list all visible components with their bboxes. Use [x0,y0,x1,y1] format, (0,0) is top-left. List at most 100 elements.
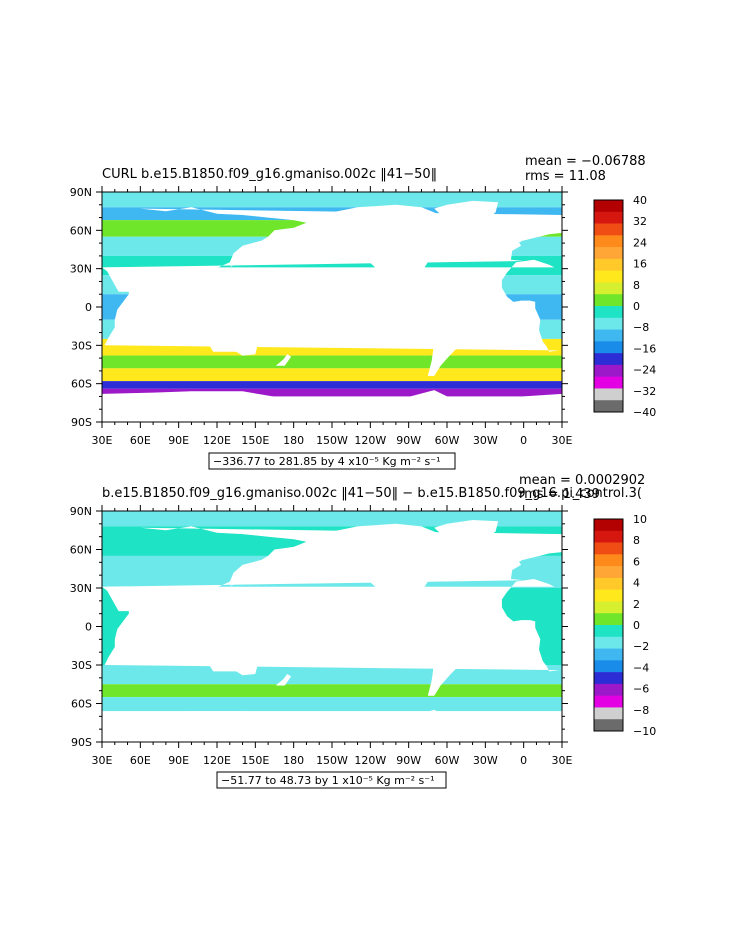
colorbar-swatch [594,613,623,626]
colorbar-label: −2 [633,640,649,653]
ocean-band [102,381,562,389]
land-africa [102,259,562,352]
colorbar-swatch [594,400,623,413]
colorbar-label: −4 [633,661,649,674]
colorbar-swatch [594,589,623,602]
colorbar-label: 8 [633,534,640,547]
colorbar-swatch [594,211,623,224]
colorbar-swatch [594,258,623,271]
land-borneo [202,298,216,313]
colorbar-swatch [594,223,623,236]
x-tick-label: 150W [316,434,348,447]
colorbar-swatch [594,695,623,708]
chart-title: b.e15.B1850.f09_g16.gmaniso.002c ‖41−50‖… [102,486,642,501]
colorbar-swatch [594,707,623,720]
ocean-band [102,368,562,382]
colorbar-swatch [594,554,623,567]
x-tick-label: 120W [354,434,386,447]
land-masses [102,200,562,422]
colorbar-frame [593,199,624,413]
ocean-band [102,697,562,712]
x-tick-label: 150E [241,754,269,767]
x-tick-label: 0 [520,754,527,767]
land-australia [209,640,260,676]
colorbar-swatch [594,542,623,555]
colorbar-swatch [594,577,623,590]
colorbar-swatch [594,625,623,638]
land-new-zealand [275,354,292,366]
land-masses [102,520,562,742]
x-tick-label: 90W [396,754,421,767]
x-tick-label: 30E [552,434,573,447]
colorbar-swatch [594,566,623,579]
y-tick-label: 90N [70,505,92,518]
land-japan [229,572,246,587]
contour-info: −51.77 to 48.73 by 1 x10⁻⁵ Kg m⁻² s⁻¹ [221,774,435,787]
x-tick-label: 120W [354,754,386,767]
colorbar-swatch [594,317,623,330]
mean-stat: mean = −0.06788 [525,154,646,169]
x-tick-label: 150W [316,754,348,767]
colorbar-label: 0 [633,300,640,313]
colorbar-swatch [594,329,623,342]
contour-info-box [216,771,447,789]
colorbar-swatch [594,200,623,213]
colorbar-label: 2 [633,598,640,611]
curl-map-chart: CURL b.e15.B1850.f09_g16.gmaniso.002c ‖4… [70,154,656,470]
land-eurasia [102,526,562,624]
x-tick-label: 180 [283,434,304,447]
colorbar-swatch [594,648,623,661]
x-tick-label: 30W [473,434,498,447]
y-axis-ticks: 90N 60N 30N 0 30S 60S 90S [70,186,568,429]
colorbar-label: −24 [633,364,656,377]
chart-title: CURL b.e15.B1850.f09_g16.gmaniso.002c ‖4… [102,167,437,182]
y-tick-label: 0 [85,621,92,634]
colorbar-swatch [594,282,623,295]
land-new-zealand [275,674,292,686]
colorbar-swatch [594,270,623,283]
land-uk [513,232,523,244]
x-tick-label: 60W [435,754,460,767]
y-tick-label: 90S [71,736,92,749]
colorbar-swatch [594,364,623,377]
ocean-band [102,684,562,698]
colorbar-label: 8 [633,279,640,292]
rms-stat: rms = 11.08 [525,169,606,184]
contour-info: −336.77 to 281.85 by 4 x10⁻⁵ Kg m⁻² s⁻¹ [213,455,441,468]
colorbar-swatch [594,719,623,732]
colorbar-swatch [594,341,623,354]
land-antarctica [102,390,562,422]
ocean-band [102,388,562,397]
colorbar-label: 4 [633,577,640,590]
land-borneo [202,617,216,632]
y-tick-label: 30N [70,582,92,595]
land-new-guinea [231,627,256,640]
colorbar-label: −40 [633,406,656,419]
x-tick-label: 150E [241,434,269,447]
land-madagascar [119,326,128,339]
colorbar-label: 40 [633,194,647,207]
colorbar-swatch [594,601,623,614]
x-tick-label: 90E [168,434,189,447]
ocean-band [102,355,562,369]
x-tick-label: 0 [520,434,527,447]
land-japan [229,253,246,268]
colorbar-label: 16 [633,258,647,271]
colorbar-swatch [594,247,623,260]
land-uk [513,552,523,563]
land-antarctica [102,709,562,742]
colorbar-swatch [594,683,623,696]
colorbar-swatch [594,660,623,673]
x-tick-label: 60W [435,434,460,447]
y-axis-ticks: 90N 60N 30N 0 30S 60S 90S [70,505,568,749]
land-africa [102,579,562,672]
contour-info-box [208,452,456,470]
land-australia [209,321,260,356]
mean-stat: mean = 0.0002902 [519,473,645,488]
colorbar-label: 32 [633,215,647,228]
colorbar-swatch [594,672,623,685]
colorbar-label: −6 [633,683,649,696]
y-tick-label: 90S [71,416,92,429]
colorbar-swatch [594,519,623,532]
x-tick-label: 180 [283,754,304,767]
